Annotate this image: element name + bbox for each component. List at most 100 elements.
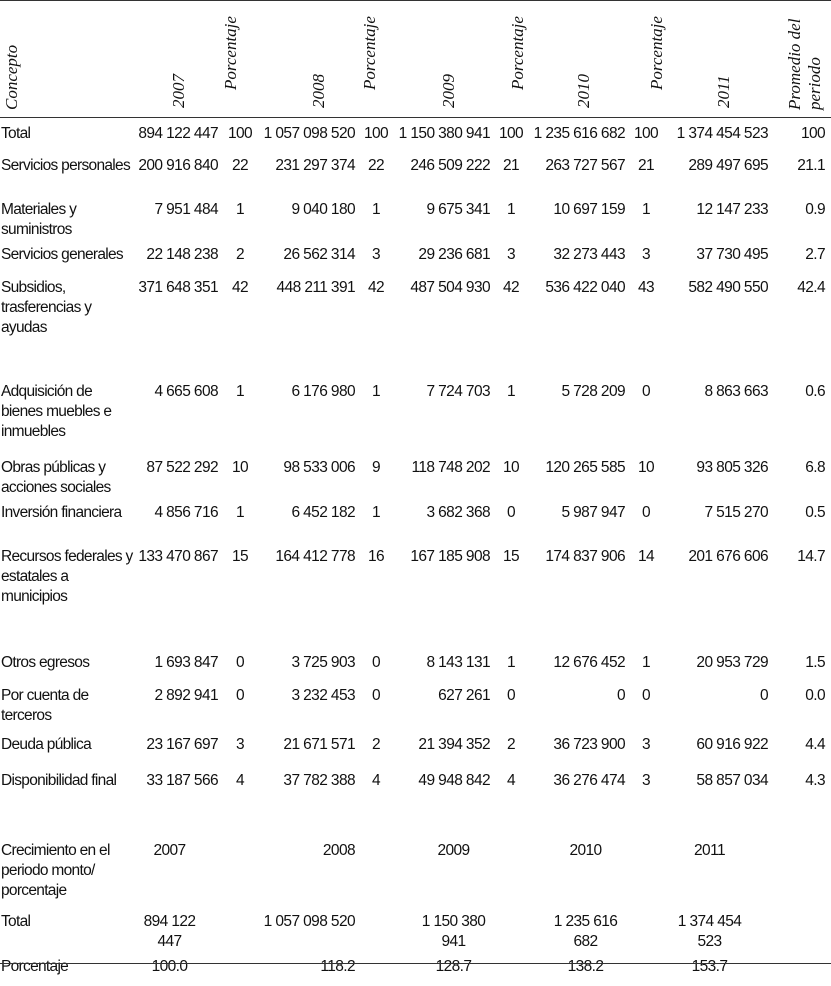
percent-cell: 3 [641, 772, 651, 789]
amount-cell: 36 276 474 [553, 772, 625, 789]
concepto-cell: Obras públicas y acciones sociales [1, 459, 111, 496]
amount-cell: 582 490 550 [688, 279, 768, 296]
percent-cell: 10 [637, 459, 655, 476]
growth-cell: 1 057 098 520 [263, 913, 356, 930]
growth-percent-row: Porcentaje 100.0 118.2 128.7 138.2 153.7 [0, 952, 831, 986]
percent-cell: 15 [502, 548, 520, 565]
top-rule [0, 0, 831, 1]
amount-cell: 29 236 681 [418, 246, 490, 263]
percent-cell: 1 [506, 654, 516, 671]
amount-cell: 6 176 980 [291, 383, 355, 400]
percent-cell: 1 [235, 504, 245, 521]
empty-cell [492, 952, 530, 986]
empty-cell [627, 907, 665, 952]
amount-cell: 627 261 [438, 687, 490, 704]
header-year-2009: 2009 [439, 74, 458, 108]
amount-cell: 0 [759, 687, 769, 704]
amount-cell: 58 857 034 [696, 772, 768, 789]
empty-cell [627, 836, 665, 907]
amount-cell: 3 682 368 [426, 504, 490, 521]
amount-cell: 8 143 131 [426, 654, 490, 671]
percent-cell: 9 [371, 459, 381, 476]
empty-cell [357, 836, 395, 907]
amount-cell: 7 724 703 [426, 383, 490, 400]
amount-cell: 2 892 941 [154, 687, 218, 704]
promedio-cell: 14.7 [797, 548, 825, 565]
amount-cell: 448 211 391 [276, 279, 356, 296]
amount-cell: 4 856 716 [154, 504, 218, 521]
concepto-cell: Disponibilidad final [1, 772, 117, 789]
amount-cell: 98 533 006 [283, 459, 355, 476]
percent-cell: 100 [633, 125, 659, 142]
table-row: Disponibilidad final 33 187 566 4 37 782 38… [0, 766, 831, 836]
concepto-cell: Total [1, 913, 31, 930]
amount-cell: 174 837 906 [545, 548, 625, 565]
table-row: Total 894 122 447 100 1 057 098 520 100 1 150… [0, 119, 831, 151]
header-promedio: periodo [805, 57, 824, 110]
percent-cell: 15 [231, 548, 249, 565]
percent-cell: 0 [235, 687, 245, 704]
header-concepto: Concepto [2, 44, 21, 110]
table-row: Materiales y suministros 7 951 484 1 9 040 … [0, 195, 831, 240]
table-row: Adquisición de bienes muebles e inmueble… [0, 377, 831, 453]
concepto-cell: Porcentaje [1, 958, 69, 975]
percent-cell: 2 [371, 736, 381, 753]
percent-cell: 3 [641, 246, 651, 263]
amount-cell: 10 697 159 [553, 201, 625, 218]
header-year-2010: 2010 [574, 74, 593, 108]
concepto-cell: Inversión financiera [1, 504, 122, 521]
growth-cell: 2008 [322, 842, 356, 859]
amount-cell: 37 730 495 [696, 246, 768, 263]
amount-cell: 93 805 326 [696, 459, 768, 476]
amount-cell: 22 148 238 [146, 246, 218, 263]
growth-cell: 1 374 454 523 [677, 913, 742, 950]
amount-cell: 7 515 270 [704, 504, 768, 521]
percent-cell: 2 [235, 246, 245, 263]
amount-cell: 5 728 209 [561, 383, 625, 400]
amount-cell: 12 676 452 [553, 654, 625, 671]
amount-cell: 289 497 695 [688, 157, 768, 174]
header-porcentaje: Porcentaje [508, 16, 527, 90]
amount-cell: 487 504 930 [410, 279, 490, 296]
table-row: Obras públicas y acciones sociales 87 522… [0, 453, 831, 498]
table-row: Recursos federales y estatales a municip… [0, 542, 831, 648]
percent-cell: 21 [502, 157, 520, 174]
percent-cell: 0 [371, 687, 381, 704]
amount-cell: 23 167 697 [146, 736, 218, 753]
empty-cell [220, 952, 260, 986]
amount-cell: 536 422 040 [545, 279, 625, 296]
empty-cell [357, 907, 395, 952]
percent-cell: 10 [502, 459, 520, 476]
table-header: Concepto 2007 Porcentaje 2008 Porcentaje… [0, 0, 831, 117]
amount-cell: 26 562 314 [283, 246, 355, 263]
header-rule [0, 117, 831, 118]
concepto-cell: Servicios personales [1, 157, 131, 174]
growth-cell: 128.7 [435, 958, 472, 975]
amount-cell: 6 452 182 [291, 504, 355, 521]
amount-cell: 200 916 840 [138, 157, 218, 174]
percent-cell: 100 [227, 125, 253, 142]
amount-cell: 60 916 922 [696, 736, 768, 753]
percent-cell: 0 [371, 654, 381, 671]
promedio-cell: 0.9 [805, 201, 825, 218]
amount-cell: 1 693 847 [154, 654, 218, 671]
empty-cell [770, 952, 831, 986]
amount-cell: 3 725 903 [291, 654, 355, 671]
growth-cell: 1 150 380 941 [421, 913, 486, 950]
concepto-cell: Servicios generales [1, 246, 124, 263]
percent-cell: 1 [506, 383, 516, 400]
percent-cell: 1 [641, 654, 651, 671]
table-row: Por cuenta de terceros 2 892 941 0 3 232 45… [0, 681, 831, 730]
amount-cell: 20 953 729 [696, 654, 768, 671]
promedio-cell: 4.4 [805, 736, 825, 753]
amount-cell: 167 185 908 [410, 548, 490, 565]
amount-cell: 9 675 341 [426, 201, 490, 218]
amount-cell: 32 273 443 [553, 246, 625, 263]
growth-cell: 153.7 [691, 958, 728, 975]
amount-cell: 246 509 222 [410, 157, 490, 174]
empty-cell [220, 836, 260, 907]
amount-cell: 1 057 098 520 [263, 125, 356, 142]
amount-cell: 36 723 900 [553, 736, 625, 753]
amount-cell: 1 235 616 682 [533, 125, 626, 142]
table-row: Deuda pública 23 167 697 3 21 671 571 2 21 39… [0, 730, 831, 766]
